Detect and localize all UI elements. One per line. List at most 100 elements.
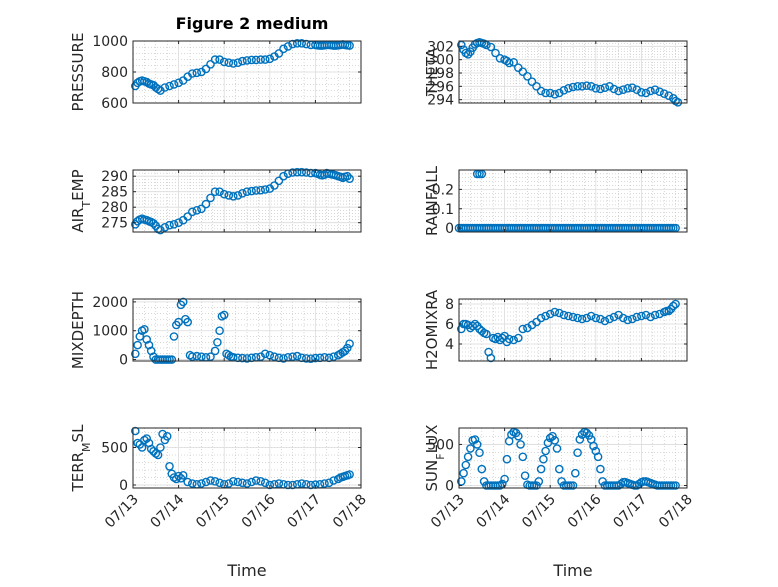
data-point [509, 58, 519, 67]
data-point [623, 315, 633, 325]
data-point [219, 310, 229, 320]
y-tick-label: 500 [101, 441, 128, 457]
data-point [345, 339, 354, 349]
data-point [463, 452, 473, 462]
data-point [160, 83, 170, 92]
data-point [140, 324, 149, 334]
data-point [251, 186, 261, 195]
data-point [482, 329, 491, 339]
data-point [167, 355, 177, 364]
x-tick-label: 07/16 [565, 491, 605, 531]
data-point [174, 471, 183, 481]
data-point [673, 98, 683, 107]
data-point [509, 335, 519, 345]
y-tick-label: 0 [119, 478, 128, 494]
data-point [541, 446, 550, 456]
data-point [187, 207, 197, 217]
data-point [297, 479, 307, 488]
data-point [133, 340, 142, 350]
data-point [213, 337, 222, 347]
data-point [283, 480, 293, 490]
data-point [306, 480, 316, 490]
data-point [504, 334, 514, 344]
x-axis-label: Time [552, 561, 592, 580]
data-point [664, 91, 674, 100]
y-tick-label: 0 [119, 353, 128, 369]
y-axis-label: MIXDEPTH [69, 291, 87, 369]
y-axis-label: THETA [423, 47, 441, 97]
y-tick-label: 296 [427, 79, 454, 95]
data-point [628, 314, 637, 324]
data-point [178, 470, 188, 480]
data-point [555, 308, 564, 318]
data-point [600, 316, 610, 326]
data-point [247, 477, 256, 487]
data-point [671, 481, 680, 490]
data-point [165, 81, 174, 91]
data-point [156, 225, 165, 235]
data-point [584, 431, 594, 440]
y-tick-label: 290 [101, 169, 128, 185]
data-point [461, 460, 471, 470]
data-point [324, 478, 334, 488]
data-point [600, 83, 610, 92]
data-point [520, 471, 530, 481]
data-point [495, 481, 505, 490]
data-point [260, 478, 270, 488]
data-point [559, 86, 569, 95]
data-point [274, 176, 284, 186]
y-axis-label: H2OMIXRA [423, 289, 441, 370]
data-point [174, 218, 183, 227]
data-point [564, 311, 573, 321]
data-point [156, 443, 165, 452]
data-point [664, 306, 674, 316]
data-point [545, 88, 555, 98]
data-point [301, 354, 311, 363]
data-point [486, 42, 496, 52]
data-point [169, 80, 179, 89]
axes-box [132, 427, 362, 489]
y-tick-label: 4 [445, 337, 454, 353]
data-point [201, 64, 211, 74]
data-point [238, 353, 247, 363]
data-point [187, 352, 197, 362]
y-tick-label: 600 [101, 96, 128, 112]
data-point [628, 83, 637, 92]
data-point [659, 89, 669, 98]
x-tick-label: 07/17 [610, 492, 650, 532]
data-point [153, 450, 163, 460]
data-point [329, 476, 338, 485]
data-point [577, 314, 587, 324]
data-point [256, 185, 266, 195]
data-point [504, 58, 514, 68]
data-point [545, 433, 555, 443]
y-tick-label: 280 [101, 200, 128, 216]
x-tick-label: 07/18 [656, 492, 696, 532]
data-point [650, 85, 660, 94]
x-tick-label: 07/15 [519, 492, 559, 532]
data-point [605, 314, 614, 324]
data-point [297, 39, 307, 48]
data-point [575, 435, 585, 444]
data-point [514, 431, 523, 441]
data-point [609, 312, 619, 322]
data-point [523, 72, 532, 81]
data-point [568, 481, 578, 490]
data-point [149, 218, 158, 228]
subplot-sun-flux: 0 500 07/13 07/14 07/15 07/16 07/17 07/18 SUNFLU… [423, 425, 696, 580]
data-point [502, 454, 512, 464]
data-point [206, 476, 215, 485]
data-point [206, 60, 215, 69]
y-tick-label: 298 [427, 66, 454, 82]
y-tick-label: 294 [427, 93, 454, 109]
y-tick-label: 500 [427, 437, 454, 453]
data-point [614, 86, 623, 96]
data-point [596, 314, 605, 324]
data-point [646, 86, 655, 96]
axes-box [132, 298, 362, 362]
data-point [637, 311, 646, 321]
data-point [242, 187, 252, 196]
data-point [146, 444, 156, 454]
